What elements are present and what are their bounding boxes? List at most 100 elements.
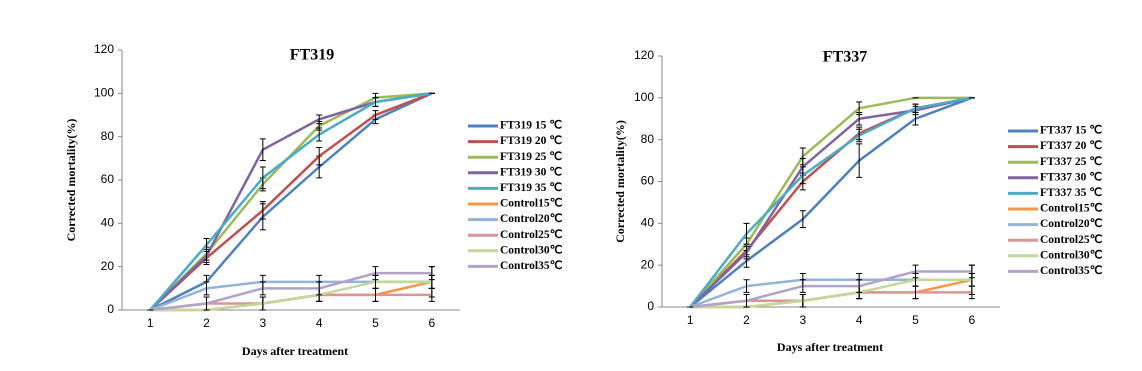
y-tick-label: 0 bbox=[107, 302, 114, 316]
series-line bbox=[150, 271, 432, 312]
y-tick-label: 20 bbox=[641, 257, 655, 271]
error-bar bbox=[856, 111, 863, 126]
y-tick-label: 120 bbox=[94, 42, 114, 56]
series-line bbox=[689, 96, 973, 308]
series-line bbox=[149, 92, 433, 311]
x-tick-label: 5 bbox=[912, 313, 919, 327]
x-tick-label: 6 bbox=[968, 313, 975, 327]
y-tick-label: 100 bbox=[634, 90, 654, 104]
series-line bbox=[150, 293, 432, 312]
y-tick-label: 80 bbox=[101, 129, 115, 143]
legend-label: FT319 20 ℃ bbox=[500, 134, 562, 147]
error-bar bbox=[856, 279, 863, 293]
y-tick-label: 40 bbox=[641, 216, 655, 230]
series-line bbox=[149, 92, 433, 311]
y-tick-label: 80 bbox=[641, 132, 655, 146]
y-axis-label: Corrected mortality(%) bbox=[613, 120, 627, 243]
error-bar bbox=[743, 245, 750, 260]
y-tick-label: 20 bbox=[101, 259, 115, 273]
x-axis-label: Days after treatment bbox=[242, 344, 348, 358]
y-axis-label: Corrected mortality(%) bbox=[64, 119, 78, 242]
series-line bbox=[690, 291, 972, 309]
x-tick-label: 4 bbox=[856, 313, 863, 327]
x-tick-label: 1 bbox=[687, 313, 694, 327]
error-bar bbox=[259, 281, 266, 296]
error-bar bbox=[856, 143, 863, 178]
legend-label: FT337 25 ℃ bbox=[1040, 155, 1102, 168]
y-tick-label: 60 bbox=[101, 172, 115, 186]
error-bar bbox=[316, 281, 323, 296]
legend-label: Control35℃ bbox=[1040, 264, 1103, 277]
error-bar bbox=[743, 293, 750, 308]
legend-label: FT337 35 ℃ bbox=[1040, 186, 1102, 199]
legend-label: FT337 30 ℃ bbox=[1040, 170, 1102, 183]
error-bar bbox=[743, 222, 750, 245]
error-bar bbox=[743, 279, 750, 293]
legend-label: Control15℃ bbox=[500, 197, 563, 210]
error-bar bbox=[203, 238, 210, 252]
series-line bbox=[690, 270, 972, 309]
legend-label: FT319 35 ℃ bbox=[500, 181, 562, 194]
y-tick-label: 0 bbox=[647, 299, 654, 313]
error-bar bbox=[428, 266, 435, 281]
legend-label: FT337 20 ℃ bbox=[1040, 139, 1102, 152]
error-bar bbox=[259, 296, 266, 311]
error-bar bbox=[799, 279, 806, 293]
x-tick-label: 2 bbox=[203, 316, 210, 330]
x-axis-label: Days after treatment bbox=[777, 340, 883, 354]
error-bar bbox=[372, 266, 379, 281]
error-bar bbox=[799, 210, 806, 229]
x-tick-label: 1 bbox=[147, 316, 154, 330]
error-bar bbox=[316, 114, 323, 125]
y-tick-label: 100 bbox=[94, 86, 114, 100]
legend-label: Control30℃ bbox=[1040, 248, 1103, 261]
error-bar bbox=[259, 138, 266, 161]
error-bar bbox=[259, 201, 266, 220]
error-bar bbox=[203, 281, 210, 296]
legend-label: FT319 15 ℃ bbox=[500, 119, 562, 132]
legend-label: Control25℃ bbox=[1040, 233, 1103, 246]
legend-label: Control30℃ bbox=[500, 243, 563, 256]
series-line bbox=[689, 96, 973, 308]
error-bar bbox=[799, 166, 806, 185]
error-bar bbox=[912, 264, 919, 279]
series-line bbox=[149, 92, 433, 311]
legend-label: FT319 30 ℃ bbox=[500, 165, 562, 178]
y-tick-label: 40 bbox=[101, 216, 115, 230]
series-line bbox=[689, 96, 972, 308]
chart-title: FT337 bbox=[823, 49, 867, 66]
x-tick-label: 3 bbox=[799, 313, 806, 327]
error-bar bbox=[912, 103, 919, 113]
y-tick-label: 120 bbox=[634, 48, 654, 62]
error-bar bbox=[372, 110, 379, 120]
legend-label: Control20℃ bbox=[1040, 217, 1103, 230]
error-bar bbox=[372, 97, 379, 107]
series-line bbox=[149, 92, 432, 311]
series-line bbox=[149, 92, 433, 312]
series-line bbox=[689, 96, 973, 308]
error-bar bbox=[968, 264, 975, 279]
legend-label: Control20℃ bbox=[500, 212, 563, 225]
series-line bbox=[690, 278, 972, 309]
legend-label: Control15℃ bbox=[1040, 202, 1103, 215]
x-tick-label: 6 bbox=[428, 316, 435, 330]
error-bar bbox=[259, 166, 266, 190]
legend-label: FT337 15 ℃ bbox=[1040, 124, 1102, 137]
legend-label: Control25℃ bbox=[500, 228, 563, 241]
x-tick-label: 2 bbox=[743, 313, 750, 327]
chart-title: FT319 bbox=[290, 47, 334, 64]
x-tick-label: 3 bbox=[259, 316, 266, 330]
series-line bbox=[150, 280, 432, 312]
legend-label: FT319 25 ℃ bbox=[500, 150, 562, 163]
error-bar bbox=[316, 127, 323, 142]
y-tick-label: 60 bbox=[641, 174, 655, 188]
x-tick-label: 5 bbox=[372, 316, 379, 330]
series-line bbox=[689, 96, 973, 308]
legend-label: Control35℃ bbox=[500, 259, 563, 272]
error-bar bbox=[799, 293, 806, 308]
error-bar bbox=[856, 128, 863, 143]
error-bar bbox=[203, 296, 210, 311]
error-bar bbox=[316, 147, 323, 166]
x-tick-label: 4 bbox=[316, 316, 323, 330]
